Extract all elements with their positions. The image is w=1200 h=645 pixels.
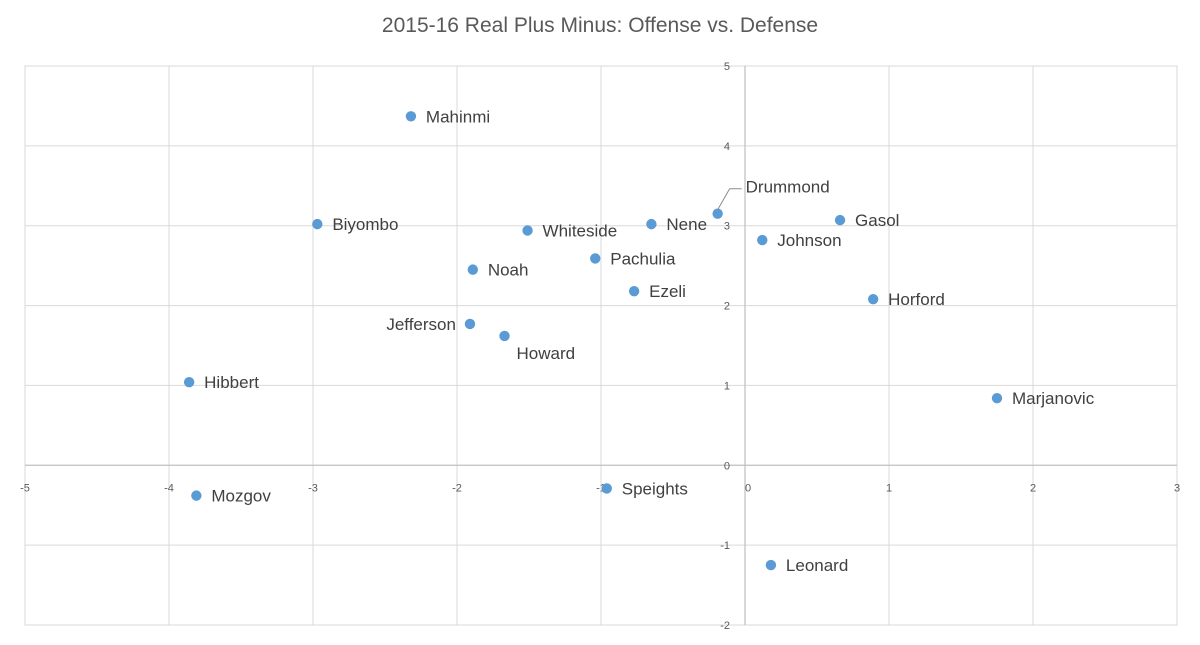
data-label: Leonard [786,556,848,575]
data-label: Marjanovic [1012,389,1095,408]
data-point-pachulia [590,253,601,264]
data-point-speights [601,483,612,494]
data-label: Johnson [777,231,841,250]
chart-title: 2015-16 Real Plus Minus: Offense vs. Def… [381,14,819,37]
data-point-gasol [834,214,846,226]
data-label: Mozgov [211,487,271,506]
data-point-hibbert [183,377,195,388]
data-point-ezeli [628,285,640,297]
data-label: Speights [622,479,688,498]
plot-frame [24,65,1178,626]
data-label: Ezeli [649,282,686,301]
x-tick-label: -2 [452,482,462,494]
data-point-jefferson [464,318,476,330]
data-point-mahinmi [405,111,417,122]
y-tick-label: 0 [724,460,730,472]
data-point-noah [467,264,479,275]
x-tick-label: -1 [596,482,606,494]
x-tick-label: 2 [1030,482,1036,494]
y-tick-label: 3 [724,221,730,233]
data-point-nene [646,218,657,230]
data-point-leonard [765,559,777,571]
y-tick-label: 4 [724,141,730,153]
data-label: Jefferson [386,315,456,334]
data-label: Biyombo [332,215,398,234]
data-point-johnson [757,234,768,246]
y-tick-label: 2 [724,301,730,313]
x-tick-label: 1 [886,482,892,494]
label-leader-line [717,188,742,210]
data-label: Horford [888,290,945,309]
data-point-mozgov [191,490,202,501]
data-point-biyombo [312,218,323,230]
x-tick-label: -3 [308,482,318,494]
data-point-drummond [712,208,723,219]
data-point-howard [499,330,510,342]
data-label: Pachulia [610,249,676,268]
x-tick-label: -4 [164,482,174,494]
data-label: Noah [488,261,529,280]
x-tick-label: 3 [1174,482,1180,494]
y-tick-label: -1 [720,540,730,552]
data-label: Howard [517,344,576,363]
data-label: Hibbert [204,373,259,392]
data-point-marjanovic [991,393,1003,404]
data-label: Nene [666,215,707,234]
data-label: Mahinmi [426,107,490,126]
y-tick-label: -2 [720,620,730,632]
data-label: Drummond [746,178,830,197]
data-label: Gasol [855,211,899,230]
x-tick-label: -5 [20,482,30,494]
x-tick-label: 0 [745,482,751,494]
y-tick-label: 1 [724,380,730,392]
data-point-whiteside [522,225,533,236]
data-label: Whiteside [543,222,618,241]
y-tick-label: 5 [724,61,730,73]
data-point-horford [867,293,879,305]
